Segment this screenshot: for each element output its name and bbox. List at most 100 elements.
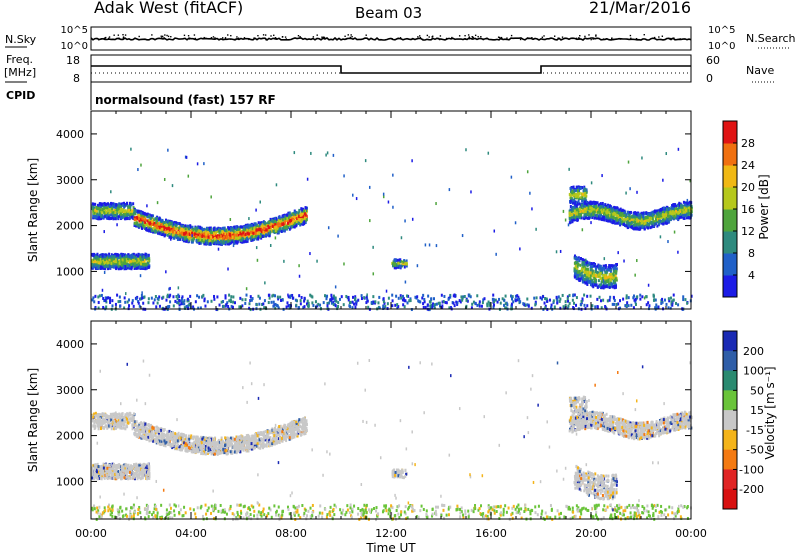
echo-cell <box>260 230 263 234</box>
echo-cell <box>636 227 639 231</box>
echo-cell <box>231 240 234 244</box>
echo-cell <box>94 215 97 219</box>
echo-cell <box>124 266 127 270</box>
echo-cell <box>91 204 94 208</box>
echo-cell <box>108 260 111 264</box>
echo-cell <box>690 206 693 210</box>
echo-cell <box>132 254 135 258</box>
echo-cell <box>281 214 284 218</box>
echo-cell <box>121 213 124 217</box>
noise-search-dot <box>605 38 607 40</box>
echo-cell <box>571 220 574 224</box>
echo-cell <box>613 220 616 224</box>
noise-search-dot <box>347 34 349 36</box>
echo-cell <box>231 230 234 234</box>
echo-cell <box>588 216 591 220</box>
echo-cell <box>275 225 278 229</box>
echo-cell <box>92 214 95 218</box>
noise-search-dot <box>532 38 535 40</box>
echo-cell <box>246 229 249 233</box>
echo-cell <box>302 216 305 220</box>
echo-cell <box>218 238 221 242</box>
echo-cell <box>664 217 667 221</box>
echo-cell <box>96 260 99 264</box>
echo-cell <box>219 230 222 234</box>
echo-cell <box>171 230 174 234</box>
noise-search-dot <box>437 37 440 40</box>
echo-cell <box>232 236 235 240</box>
echo-cell <box>184 224 187 228</box>
echo-cell <box>181 231 184 235</box>
echo-cell <box>643 222 646 226</box>
echo-cell <box>116 212 119 216</box>
echo-cell <box>112 217 115 221</box>
echo-cell <box>274 226 277 230</box>
echo-cell <box>628 210 631 214</box>
echo-cell <box>583 293 586 297</box>
echo-cell <box>263 226 266 230</box>
echo-cell <box>198 229 201 233</box>
echo-cell <box>233 239 236 243</box>
echo-cell <box>140 211 143 215</box>
echo-cell <box>199 240 202 244</box>
echo-cell <box>95 206 98 210</box>
echo-cell <box>626 223 629 227</box>
echo-cell <box>626 210 629 214</box>
echo-cell <box>108 259 111 263</box>
echo-cell <box>296 216 299 220</box>
echo-cell <box>157 227 160 231</box>
echo-cell <box>165 223 168 227</box>
echo-cell <box>164 218 167 222</box>
echo-cell <box>146 257 149 261</box>
echo-cell <box>135 221 138 225</box>
echo-cell <box>277 215 280 219</box>
echo-cell <box>617 211 620 215</box>
echo-cell <box>182 237 185 241</box>
echo-cell <box>300 220 303 224</box>
echo-cell <box>665 217 668 221</box>
echo-cell <box>118 261 121 265</box>
noise-search-dot <box>183 34 186 37</box>
echo-cell <box>303 222 306 226</box>
echo-cell <box>609 278 612 282</box>
echo-cell <box>291 225 294 229</box>
echo-cell <box>574 203 577 207</box>
echo-cell <box>249 236 252 240</box>
echo-cell <box>113 253 116 257</box>
echo-cell <box>144 223 147 227</box>
echo-cell <box>397 263 400 267</box>
echo-cell <box>102 208 105 212</box>
echo-cell <box>574 272 577 276</box>
echo-cell <box>156 222 159 226</box>
echo-cell <box>583 205 586 209</box>
echo-cell <box>154 217 157 221</box>
echo-cell <box>99 208 102 212</box>
echo-cell <box>242 235 245 239</box>
noise-search-dot <box>138 35 140 38</box>
echo-cell <box>144 253 147 257</box>
noise-search-dot <box>588 34 590 36</box>
echo-cell <box>215 227 218 231</box>
echo-cell <box>103 267 106 271</box>
echo-cell <box>292 213 295 217</box>
echo-cell <box>682 211 685 215</box>
echo-cell <box>147 266 150 270</box>
echo-cell <box>650 222 653 226</box>
echo-cell <box>148 222 151 226</box>
echo-cell <box>284 217 287 221</box>
date-title: 21/Mar/2016 <box>589 0 691 17</box>
noise-search-dot <box>673 37 675 39</box>
echo-cell <box>242 233 245 237</box>
echo-cell <box>685 207 688 211</box>
echo-cell <box>97 217 100 221</box>
echo-cell <box>212 229 215 233</box>
echo-cell <box>221 235 224 239</box>
echo-cell <box>623 211 626 215</box>
echo-cell <box>96 266 99 270</box>
echo-cell <box>655 221 658 225</box>
echo-cell <box>145 227 148 231</box>
echo-cell <box>167 226 170 230</box>
echo-cell <box>220 237 223 241</box>
echo-cell <box>596 214 599 218</box>
echo-cell <box>139 260 142 264</box>
